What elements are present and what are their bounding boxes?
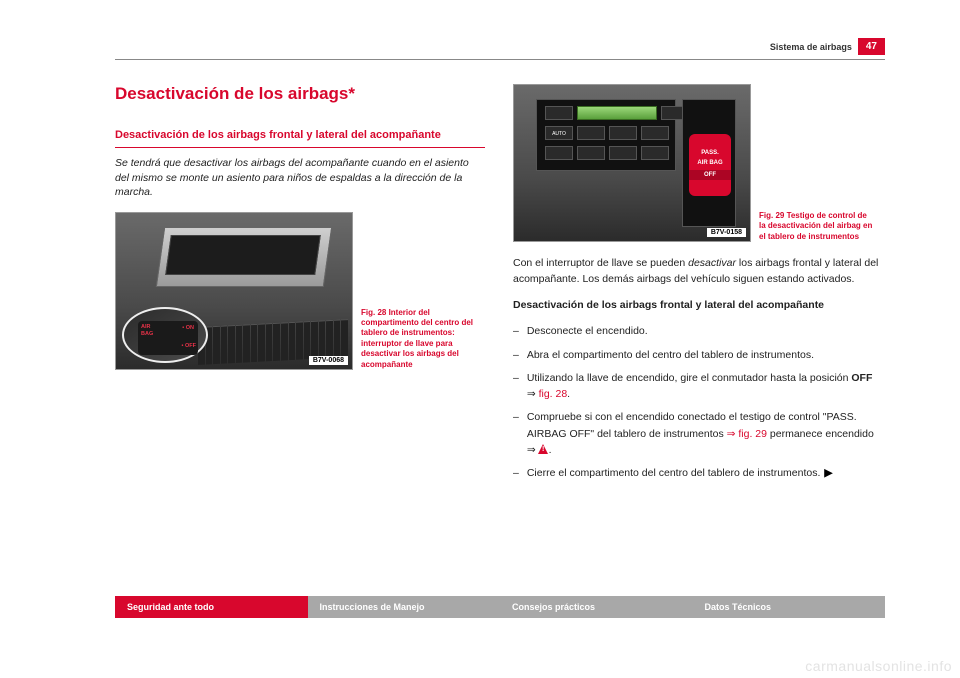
figure-28: AIR BAG • ON • OFF B7V-0068 Fig. 28 Inte… xyxy=(115,212,485,370)
lamp-text-off: OFF xyxy=(689,170,731,180)
step-3-dot: . xyxy=(567,388,570,400)
right-column: AUTO PASS. AIR BAG OFF B7V-0158 xyxy=(513,84,883,488)
section-title: Sistema de airbags xyxy=(770,42,852,52)
step-2: –Abra el compartimento del centro del ta… xyxy=(513,347,883,363)
climate-panel: AUTO xyxy=(536,99,676,171)
step-3: – Utilizando la llave de encendido, gire… xyxy=(513,370,883,403)
figure-29-code: B7V-0158 xyxy=(707,228,746,237)
step-4-figref: ⇒ fig. 29 xyxy=(727,428,767,440)
footer-tab-4: Datos Técnicos xyxy=(693,596,886,618)
step-5: – Cierre el compartimento del centro del… xyxy=(513,465,883,481)
figure-28-caption: Fig. 28 Interior del compartimento del c… xyxy=(361,308,477,370)
step-list: –Desconecte el encendido. –Abra el compa… xyxy=(513,323,883,481)
page-number: 47 xyxy=(858,38,885,55)
figure-29-caption: Fig. 29 Testigo de control de la desacti… xyxy=(759,211,875,242)
warning-icon xyxy=(538,444,549,454)
switch-label-on: • ON xyxy=(182,326,194,332)
warning-lamp-panel: PASS. AIR BAG OFF xyxy=(682,99,736,227)
footer-tabs: Seguridad ante todo Instrucciones de Man… xyxy=(115,596,885,618)
step-1-text: Desconecte el encendido. xyxy=(527,323,648,339)
airbag-switch: AIR BAG • ON • OFF xyxy=(138,321,198,355)
heading-rule xyxy=(115,147,485,148)
figure-28-code: B7V-0068 xyxy=(309,356,348,365)
footer-tab-1: Seguridad ante todo xyxy=(115,596,308,618)
running-head: Sistema de airbags 47 xyxy=(115,38,885,55)
step-3-a: Utilizando la llave de encendido, gire e… xyxy=(527,372,852,384)
step-3-figref: fig. 28 xyxy=(539,388,568,400)
step-4-dot: . xyxy=(549,444,552,456)
step-5-text: Cierre el compartimento del centro del t… xyxy=(527,467,821,479)
continuation-arrow: ▶ xyxy=(824,467,832,479)
heading-1: Desactivación de los airbags* xyxy=(115,84,485,104)
step-3-arrow: ⇒ xyxy=(527,388,539,400)
left-column: Desactivación de los airbags* Desactivac… xyxy=(115,84,485,488)
glovebox-opening xyxy=(165,235,321,275)
switch-label-bag: BAG xyxy=(141,332,153,338)
para1-em: desactivar xyxy=(688,257,736,269)
watermark: carmanualsonline.info xyxy=(805,658,952,674)
top-rule xyxy=(115,59,885,60)
footer-tab-3: Consejos prácticos xyxy=(500,596,693,618)
columns: Desactivación de los airbags* Desactivac… xyxy=(115,84,885,488)
step-3-off: OFF xyxy=(851,372,872,384)
switch-label-off: • OFF xyxy=(182,344,196,350)
step-1: –Desconecte el encendido. xyxy=(513,323,883,339)
figure-29-image: AUTO PASS. AIR BAG OFF B7V-0158 xyxy=(513,84,751,242)
lamp-text-airbag: AIR BAG xyxy=(689,160,731,166)
pass-airbag-off-lamp: PASS. AIR BAG OFF xyxy=(689,134,731,196)
footer-tab-2: Instrucciones de Manejo xyxy=(308,596,501,618)
figure-28-image: AIR BAG • ON • OFF B7V-0068 xyxy=(115,212,353,370)
step-2-text: Abra el compartimento del centro del tab… xyxy=(527,347,814,363)
para1-a: Con el interruptor de llave se pueden xyxy=(513,257,688,269)
subheading: Desactivación de los airbags frontal y l… xyxy=(513,298,883,314)
heading-2: Desactivación de los airbags frontal y l… xyxy=(115,128,485,143)
switch-label-air: AIR xyxy=(141,325,150,331)
page: Sistema de airbags 47 Desactivación de l… xyxy=(115,38,885,488)
step-4: – Compruebe si con el encendido conectad… xyxy=(513,409,883,458)
paragraph-1: Con el interruptor de llave se pueden de… xyxy=(513,256,883,288)
airbag-switch-callout: AIR BAG • ON • OFF xyxy=(122,307,208,363)
lamp-text-pass: PASS. xyxy=(689,150,731,156)
figure-29: AUTO PASS. AIR BAG OFF B7V-0158 xyxy=(513,84,883,242)
auto-button: AUTO xyxy=(545,126,573,140)
intro-paragraph: Se tendrá que desactivar los airbags del… xyxy=(115,156,485,200)
